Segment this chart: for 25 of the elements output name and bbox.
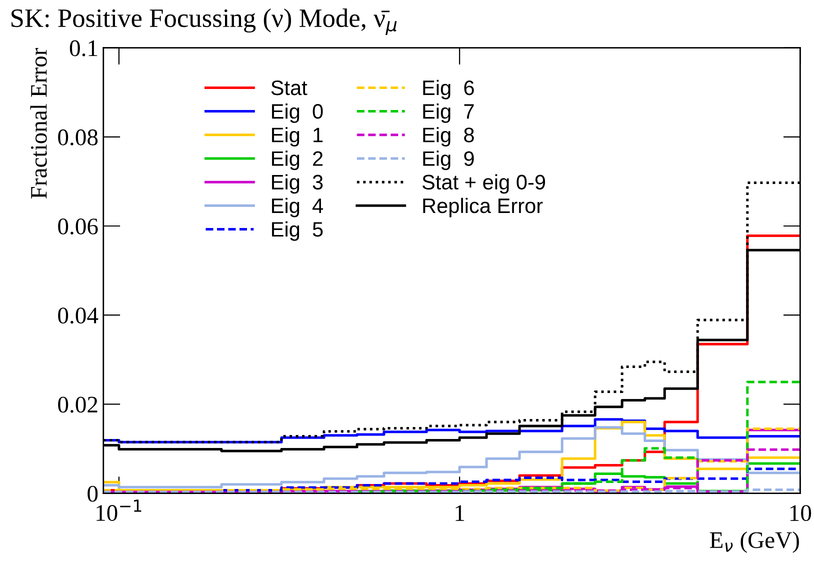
y-tick-label: 0.06 — [58, 218, 98, 235]
y-axis-title: Fractional Error — [30, 48, 47, 199]
legend-label: Eig 4 — [272, 198, 323, 218]
legend-label: Eig 3 — [272, 174, 323, 194]
y-tick-label: 0.08 — [58, 129, 98, 146]
legend-label: Replica Error — [423, 198, 543, 218]
legend-label: Eig 6 — [423, 80, 474, 100]
legend-label: Eig 5 — [272, 221, 323, 241]
legend-label: Stat + eig 0-9 — [422, 174, 546, 194]
y-tick-label: 0.02 — [58, 396, 98, 413]
x-tick-label: 10 — [790, 505, 812, 522]
legend-label: Eig 2 — [272, 150, 323, 170]
legend-label: Eig 7 — [423, 104, 474, 123]
y-tick-label: 0 — [88, 486, 98, 502]
legend-label: Eig 1 — [272, 127, 323, 147]
y-tick-label: 0.04 — [58, 308, 98, 324]
x-tick-label: 1 — [456, 505, 464, 521]
y-tick-label: 0.1 — [70, 40, 98, 56]
x-axis-title: E$_{ν}$ (GeV) — [710, 531, 799, 553]
legend-label: Eig 0 — [272, 104, 323, 123]
legend-label: Eig 8 — [423, 127, 474, 147]
legend-label: Eig 9 — [423, 150, 474, 170]
x-tick-label: 10$^{−1}$ — [96, 500, 142, 521]
legend-label: Stat — [271, 80, 308, 96]
chart-title: SK: Positive Focussing (ν) Mode, ν̄$_{μ}$ — [12, 8, 397, 36]
